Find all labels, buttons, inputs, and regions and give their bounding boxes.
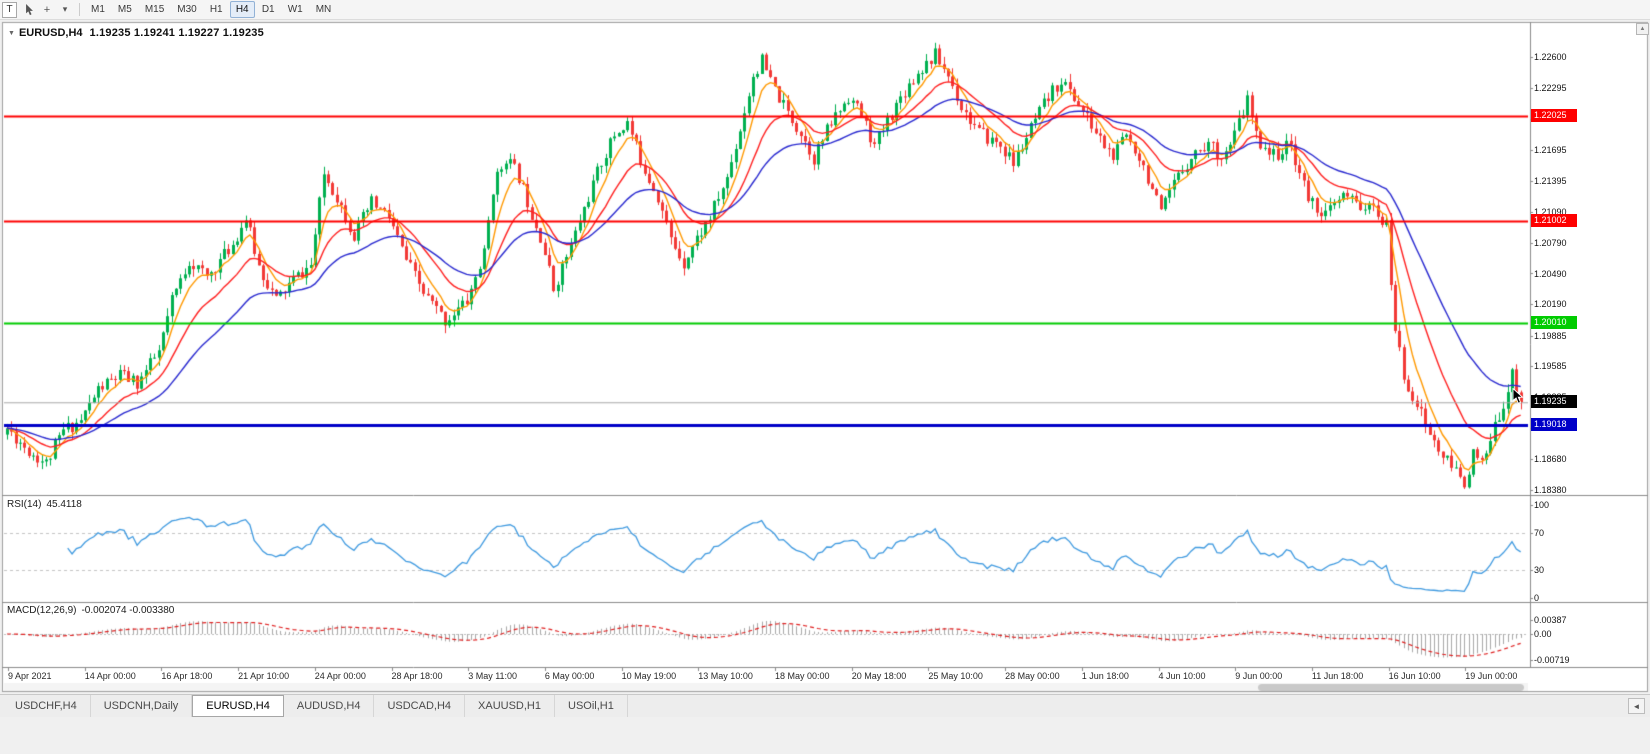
macd-title: MACD(12,26,9) [7, 605, 77, 616]
scrollbar-up-button[interactable]: ▲ [1636, 23, 1649, 35]
macd-axis-label: 0.00387 [1534, 615, 1567, 626]
time-axis-label: 13 May 10:00 [698, 671, 753, 681]
chart-tab-usdchf-h4[interactable]: USDCHF,H4 [2, 695, 91, 717]
time-axis-label: 16 Jun 10:00 [1388, 671, 1441, 681]
time-axis-label: 28 May 00:00 [1005, 671, 1060, 681]
price-axis-label: 1.21695 [1534, 144, 1567, 155]
rsi-axis-label: 100 [1534, 500, 1550, 510]
chevron-down-icon: ▾ [62, 4, 68, 14]
time-axis-label: 24 Apr 00:00 [314, 671, 366, 681]
price-axis-label: 1.18380 [1534, 485, 1567, 495]
symbol-dropdown-icon[interactable]: ▼ [8, 30, 15, 37]
time-axis-label: 9 Jun 00:00 [1235, 671, 1283, 681]
timeframe-button-h1[interactable]: H1 [209, 4, 223, 15]
rsi-value: 45.4118 [46, 499, 82, 510]
macd-axis-label: 0.00 [1534, 629, 1552, 639]
chart-tab-usoil-h1[interactable]: USOil,H1 [555, 695, 628, 717]
time-axis-label: 28 Apr 18:00 [391, 671, 443, 681]
macd-indicator-label: MACD(12,26,9) -0.002074 -0.003380 [7, 605, 174, 616]
cursor-tool-button[interactable] [20, 1, 38, 18]
price-axis-label: 1.21395 [1534, 175, 1567, 186]
price-level-badge: 1.20010 [1531, 315, 1577, 329]
timeframe-button-m1[interactable]: M1 [91, 4, 105, 15]
macd-values: -0.002074 -0.003380 [81, 605, 175, 616]
price-axis-label: 1.22295 [1534, 83, 1567, 94]
toolbar-separator [79, 3, 80, 16]
chart-tab-xauusd-h1[interactable]: XAUUSD,H1 [465, 695, 555, 717]
rsi-axis-label: 30 [1534, 565, 1545, 576]
time-axis-label: 19 Jun 00:00 [1465, 671, 1518, 681]
price-axis-label: 1.20790 [1534, 237, 1567, 248]
timeframe-button-d1[interactable]: D1 [261, 4, 275, 15]
time-axis-label: 1 Jun 18:00 [1081, 671, 1129, 681]
rsi-axis-label: 70 [1534, 527, 1545, 538]
chart-tab-usdcnh-daily[interactable]: USDCNH,Daily [91, 695, 193, 717]
time-axis-label: 25 May 10:00 [928, 671, 983, 681]
chart-symbol-period: EURUSD,H4 [18, 27, 83, 39]
chart-tab-audusd-h4[interactable]: AUDUSD,H4 [284, 695, 375, 717]
timeframe-button-h4[interactable]: H4 [229, 1, 255, 18]
timeframe-button-m15[interactable]: M15 [144, 4, 165, 15]
rsi-indicator-label: RSI(14) 45.4118 [7, 499, 82, 510]
price-axis-label: 1.20190 [1534, 299, 1567, 310]
time-axis-label: 4 Jun 10:00 [1158, 671, 1206, 681]
timeframe-button-m30[interactable]: M30 [177, 4, 197, 15]
time-axis-label: 9 Apr 2021 [8, 671, 52, 681]
price-axis-label: 1.19585 [1534, 361, 1567, 372]
price-level-badge: 1.22025 [1531, 108, 1577, 122]
price-axis-label: 1.20490 [1534, 268, 1567, 279]
crosshair-icon: + [43, 3, 51, 16]
time-axis-label: 11 Jun 18:00 [1311, 671, 1364, 681]
crosshair-tool-button[interactable]: + [38, 1, 56, 18]
rsi-axis-label: 0 [1534, 593, 1540, 603]
chart-tab-bar: USDCHF,H4 USDCNH,Daily EURUSD,H4 AUDUSD,H4 U… [0, 694, 1650, 717]
price-level-badge: 1.19018 [1531, 417, 1577, 431]
chart-tab-usdcad-h4[interactable]: USDCAD,H4 [374, 695, 466, 717]
time-axis-label: 6 May 00:00 [544, 671, 595, 681]
tab-scroll-left-button[interactable]: ◄ [1628, 698, 1645, 714]
chart-tab-eurusd-h4[interactable]: EURUSD,H4 [192, 695, 284, 717]
time-axis-label: 14 Apr 00:00 [84, 671, 136, 681]
chart-title: ▼ EURUSD,H4 1.19235 1.19241 1.19227 1.1923… [8, 27, 264, 39]
top-toolbar: T + ▾ M1 M5 M15 M30 H1 H4 D1 W1 MN [0, 0, 1650, 20]
price-axis-label: 1.18680 [1534, 454, 1567, 465]
rsi-title: RSI(14) [7, 499, 42, 510]
price-axis-label: 1.19885 [1534, 330, 1567, 341]
timeframe-button-mn[interactable]: MN [315, 4, 332, 15]
price-level-badge: 1.21002 [1531, 213, 1577, 227]
cursor-tool-icon [25, 3, 34, 16]
price-axis-label: 1.21090 [1534, 206, 1567, 217]
chart-ohlc-values: 1.19235 1.19241 1.19227 1.19235 [89, 27, 264, 39]
mouse-cursor-icon [1512, 387, 1524, 405]
price-axis-label: 1.22600 [1534, 52, 1567, 62]
time-axis-label: 16 Apr 18:00 [161, 671, 213, 681]
time-axis-label: 3 May 11:00 [468, 671, 518, 681]
timeframe-button-w1[interactable]: W1 [287, 4, 303, 15]
time-axis-label: 10 May 19:00 [621, 671, 677, 681]
time-axis-label: 18 May 00:00 [775, 671, 830, 681]
time-axis-label: 20 May 18:00 [851, 671, 907, 681]
timeframe-group: M1 M5 M15 M30 H1 H4 D1 W1 MN [85, 1, 337, 18]
timeframe-button-m5[interactable]: M5 [117, 4, 132, 15]
macd-axis-label: -0.00719 [1534, 654, 1570, 665]
current-price-badge: 1.19235 [1531, 395, 1577, 409]
toolbar-handle[interactable]: T [2, 1, 17, 18]
toolbar-dropdown-button[interactable]: ▾ [56, 1, 74, 18]
time-axis-label: 21 Apr 10:00 [238, 671, 290, 681]
scroll-up-icon: ▲ [1639, 26, 1646, 32]
